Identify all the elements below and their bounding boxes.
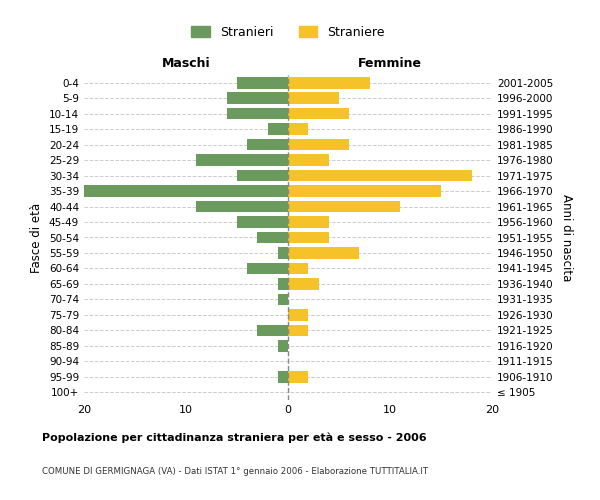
Bar — [288, 371, 308, 382]
Bar — [278, 247, 288, 259]
Bar — [237, 216, 288, 228]
Bar — [288, 278, 319, 289]
Bar — [247, 139, 288, 150]
Bar — [288, 216, 329, 228]
Text: Femmine: Femmine — [358, 58, 422, 70]
Bar — [288, 324, 308, 336]
Bar — [288, 124, 308, 135]
Text: Maschi: Maschi — [161, 58, 211, 70]
Y-axis label: Anni di nascita: Anni di nascita — [560, 194, 573, 281]
Bar — [278, 278, 288, 289]
Bar — [278, 294, 288, 305]
Bar — [247, 262, 288, 274]
Bar — [268, 124, 288, 135]
Bar — [288, 108, 349, 120]
Bar — [288, 247, 359, 259]
Bar — [257, 324, 288, 336]
Bar — [257, 232, 288, 243]
Bar — [288, 200, 400, 212]
Bar — [227, 108, 288, 120]
Legend: Stranieri, Straniere: Stranieri, Straniere — [191, 26, 385, 39]
Text: COMUNE DI GERMIGNAGA (VA) - Dati ISTAT 1° gennaio 2006 - Elaborazione TUTTITALIA: COMUNE DI GERMIGNAGA (VA) - Dati ISTAT 1… — [42, 468, 428, 476]
Bar — [196, 154, 288, 166]
Bar — [237, 170, 288, 181]
Bar — [288, 170, 472, 181]
Bar — [288, 154, 329, 166]
Bar — [84, 186, 288, 197]
Bar — [288, 186, 441, 197]
Bar — [278, 371, 288, 382]
Bar — [288, 139, 349, 150]
Bar — [288, 92, 339, 104]
Bar — [288, 262, 308, 274]
Bar — [237, 77, 288, 88]
Text: Popolazione per cittadinanza straniera per età e sesso - 2006: Popolazione per cittadinanza straniera p… — [42, 432, 427, 443]
Bar — [196, 200, 288, 212]
Bar — [278, 340, 288, 351]
Y-axis label: Fasce di età: Fasce di età — [31, 202, 43, 272]
Bar — [288, 309, 308, 320]
Bar — [288, 232, 329, 243]
Bar — [227, 92, 288, 104]
Bar — [288, 77, 370, 88]
